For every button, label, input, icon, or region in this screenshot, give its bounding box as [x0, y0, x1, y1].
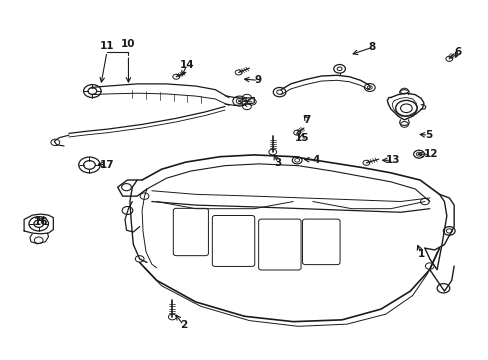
Text: 16: 16 — [33, 217, 48, 227]
Text: 1: 1 — [417, 248, 424, 258]
Text: 9: 9 — [254, 75, 261, 85]
Text: 5: 5 — [424, 130, 431, 140]
Text: 6: 6 — [453, 46, 461, 57]
Text: 14: 14 — [179, 60, 194, 70]
Text: 13: 13 — [385, 155, 400, 165]
Text: 15: 15 — [294, 133, 308, 143]
Text: 12: 12 — [423, 149, 437, 159]
Text: 8: 8 — [368, 42, 375, 52]
Text: 11: 11 — [100, 41, 114, 50]
Text: 4: 4 — [312, 155, 320, 165]
Text: 2: 2 — [180, 320, 187, 330]
Text: 7: 7 — [303, 115, 310, 125]
Text: 17: 17 — [100, 160, 114, 170]
Text: 10: 10 — [121, 40, 136, 49]
Text: 3: 3 — [273, 158, 281, 168]
